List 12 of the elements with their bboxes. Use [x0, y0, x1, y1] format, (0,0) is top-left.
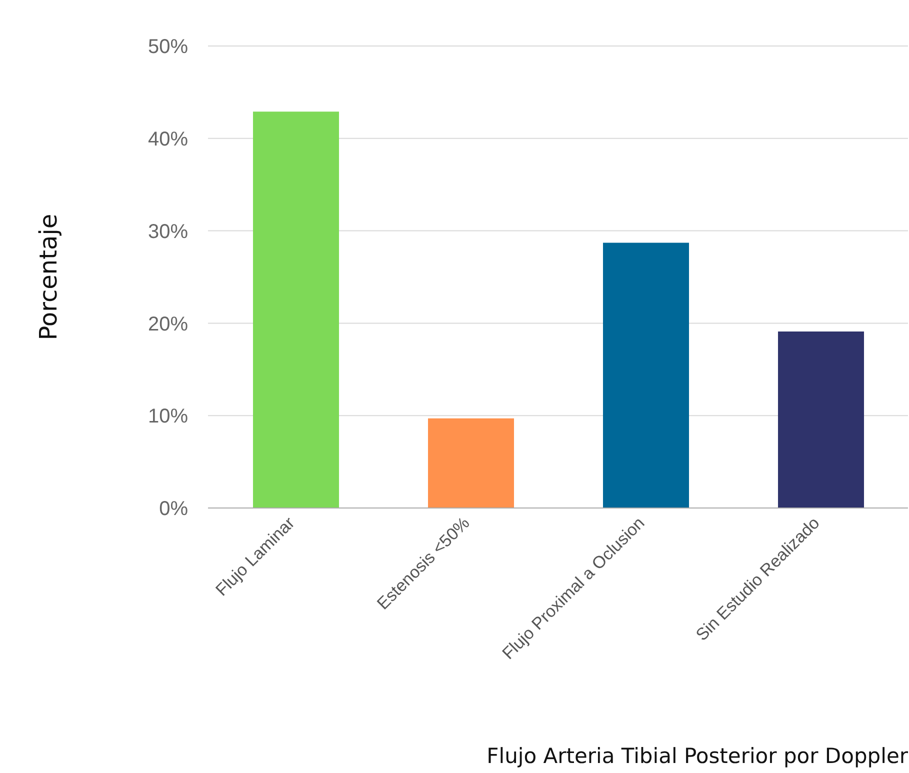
y-tick-label: 40%	[148, 128, 188, 150]
bar	[253, 112, 339, 508]
y-tick-label: 0%	[159, 498, 188, 520]
bar	[778, 332, 864, 508]
y-tick-label: 10%	[148, 406, 188, 428]
y-tick-label: 20%	[148, 313, 188, 336]
bar	[428, 418, 514, 508]
bar	[603, 242, 689, 508]
y-axis-title: Porcentaje	[34, 214, 63, 340]
y-tick-label: 30%	[148, 220, 188, 243]
y-tick-label: 50%	[148, 36, 188, 58]
x-axis-title: Flujo Arteria Tibial Posterior por Doppler	[486, 744, 908, 768]
